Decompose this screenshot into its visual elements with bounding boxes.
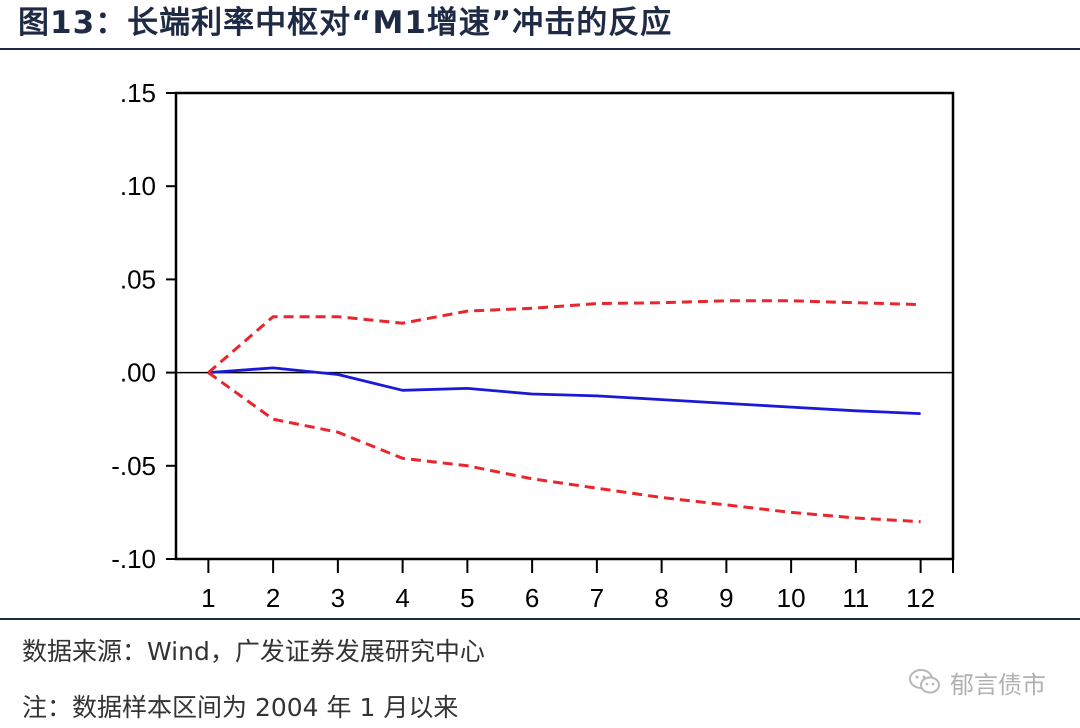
series-line-lower-band: [207, 371, 921, 524]
x-tick-label: 8: [654, 583, 668, 612]
watermark-text: 郁言债市: [950, 670, 1046, 699]
x-tick-label: 5: [460, 583, 474, 612]
y-tick-label: .15: [120, 78, 156, 108]
wechat-icon: [909, 669, 940, 694]
y-tick-label: .00: [120, 358, 156, 388]
chart-title: 图13：长端利率中枢对“M1增速”冲击的反应: [18, 5, 673, 41]
y-tick-label: .10: [120, 171, 156, 201]
footer-divider: [0, 618, 1080, 620]
x-tick-label: 9: [719, 583, 733, 612]
x-axis: 1 2 3 4 5 6 7 8 9 10 11 12: [201, 559, 954, 613]
x-tick-label: 1: [201, 583, 215, 612]
y-tick-label: .05: [120, 264, 156, 294]
x-tick-label: 4: [395, 583, 409, 612]
source-note: 数据来源：Wind，广发证券发展研究中心: [22, 637, 485, 666]
y-tick-label: -.05: [111, 451, 156, 481]
y-axis: .15 .10 .05 .00 -.05 -.10: [111, 78, 176, 574]
x-tick-label: 2: [266, 583, 280, 612]
plot-frame: [174, 91, 955, 561]
x-tick-label: 10: [777, 583, 806, 612]
impulse-response-chart: .15.10.05.00-.05-.10 1 2 3 4 5 6 7 8 9 10 11 12: [111, 78, 955, 613]
series-line-upper-band: [207, 299, 921, 374]
title-divider: [0, 48, 1080, 50]
x-tick-label: 7: [590, 583, 604, 612]
y-tick-label: -.10: [111, 544, 156, 574]
series-group: [207, 299, 921, 524]
series-line-response: [208, 366, 921, 415]
x-tick-label: 3: [331, 583, 345, 612]
x-tick-label: 11: [842, 583, 869, 612]
x-tick-label: 12: [906, 583, 935, 612]
x-tick-label: 6: [525, 583, 539, 612]
chart-area: .15.10.05.00 -.05 -.10 1 2 3 4 5 6 7 8 9 10 11 12: [0, 52, 1080, 613]
watermark: 郁言债市: [908, 664, 1046, 700]
sample-note: 注：数据样本区间为 2004 年 1 月以来: [22, 693, 459, 722]
